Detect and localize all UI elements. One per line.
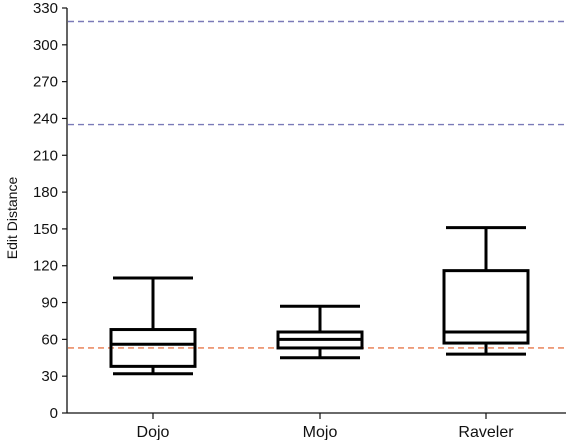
y-tick-label-300: 300 (33, 37, 58, 54)
y-tick-label-0: 0 (50, 405, 58, 422)
y-tick-label-210: 210 (33, 147, 58, 164)
y-tick-label-240: 240 (33, 110, 58, 127)
y-tick-label-60: 60 (41, 331, 58, 348)
dojo-box (109, 328, 197, 368)
y-tick-label-30: 30 (41, 368, 58, 385)
y-tick-label-90: 90 (41, 295, 58, 312)
y-axis-label: Edit Distance (4, 177, 20, 260)
raveler-box (442, 269, 530, 345)
y-tick-label-180: 180 (33, 184, 58, 201)
y-tick-label-120: 120 (33, 258, 58, 275)
y-tick-label-330: 330 (33, 0, 58, 17)
y-tick-label-150: 150 (33, 221, 58, 238)
x-tick-label-raveler: Raveler (458, 424, 514, 440)
y-tick-label-270: 270 (33, 74, 58, 91)
x-tick-label-dojo: Dojo (137, 424, 170, 440)
x-tick-label-mojo: Mojo (303, 424, 338, 440)
